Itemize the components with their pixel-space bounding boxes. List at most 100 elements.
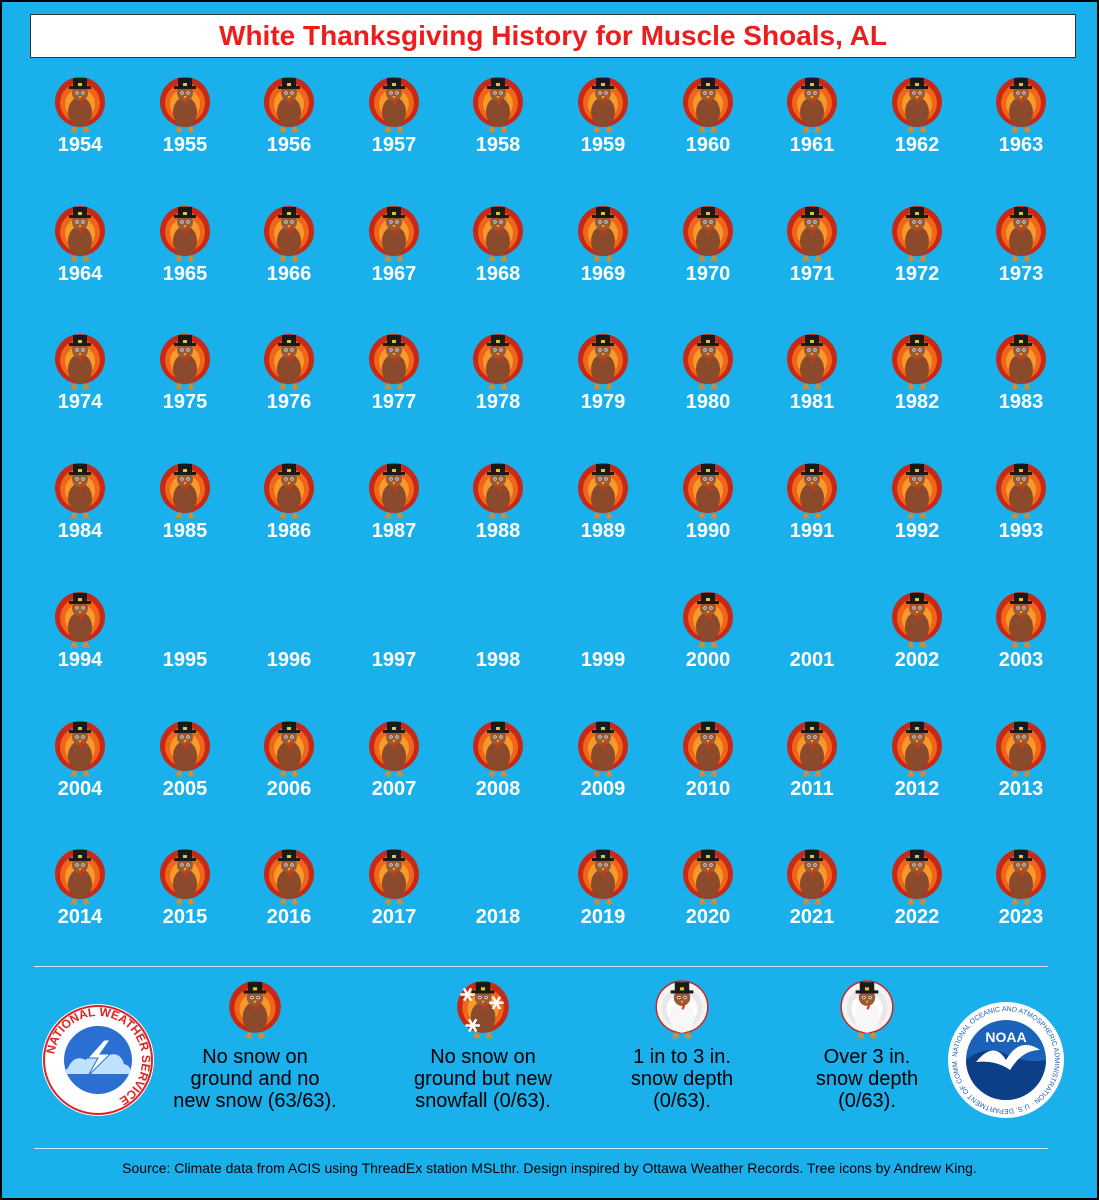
year-label: 1963	[998, 134, 1044, 156]
nws-logo: NATIONAL WEATHER SERVICE	[40, 1002, 156, 1123]
turkey-no-snow-icon	[158, 74, 212, 136]
turkey-no-snow-icon	[785, 460, 839, 522]
year-cell: 2018	[448, 846, 548, 966]
turkey-no-snow-icon	[785, 331, 839, 393]
year-cell: 1983	[971, 331, 1071, 451]
turkey-no-snow-icon	[471, 460, 525, 522]
year-label: 2023	[998, 906, 1044, 928]
turkey-no-snow-icon	[262, 74, 316, 136]
year-cell: 1972	[867, 203, 967, 323]
legend-text-line: snowfall (0/63).	[415, 1090, 551, 1112]
year-cell: 1962	[867, 74, 967, 194]
year-label: 2014	[57, 906, 103, 928]
turkey-light-snow-depth-icon	[654, 978, 710, 1042]
year-label: 2008	[475, 778, 521, 800]
year-cell: 1994	[30, 589, 130, 709]
year-cell: 2023	[971, 846, 1071, 966]
turkey-no-snow-icon	[994, 460, 1048, 522]
year-cell: 1957	[344, 74, 444, 194]
turkey-no-snow-icon	[785, 718, 839, 780]
turkey-no-snow-icon	[262, 331, 316, 393]
legend-text-line: ground and no	[190, 1068, 320, 1090]
year-label: 1998	[475, 649, 521, 671]
year-cell: 1989	[553, 460, 653, 580]
turkey-new-snowfall-icon	[455, 978, 511, 1042]
year-cell: 1976	[239, 331, 339, 451]
year-label: 2005	[162, 778, 208, 800]
turkey-no-snow-icon	[576, 460, 630, 522]
turkey-no-snow-icon	[471, 718, 525, 780]
year-cell: 1987	[344, 460, 444, 580]
turkey-no-snow-icon	[576, 203, 630, 265]
turkey-no-snow-icon	[681, 203, 735, 265]
turkey-no-snow-icon	[994, 718, 1048, 780]
year-label: 2017	[371, 906, 417, 928]
turkey-no-snow-icon	[994, 331, 1048, 393]
year-label: 1977	[371, 391, 417, 413]
year-cell: 1996	[239, 589, 339, 709]
year-cell: 1966	[239, 203, 339, 323]
turkey-no-snow-icon	[53, 74, 107, 136]
year-label: 1995	[162, 649, 208, 671]
year-cell: 2015	[135, 846, 235, 966]
turkey-no-snow-icon	[785, 846, 839, 908]
turkey-no-snow-icon	[890, 846, 944, 908]
year-label: 1969	[580, 263, 626, 285]
year-cell: 2014	[30, 846, 130, 966]
legend-item: No snow on ground but new snowfall (0/63).	[390, 978, 576, 1112]
turkey-no-snow-icon	[262, 718, 316, 780]
nws-logo-icon: NATIONAL WEATHER SERVICE	[42, 1004, 154, 1116]
turkey-no-snow-icon	[158, 460, 212, 522]
year-label: 2002	[894, 649, 940, 671]
year-label: 1989	[580, 520, 626, 542]
turkey-no-snow-icon	[158, 331, 212, 393]
legend-text: 1 in to 3 in. snow depth (0/63).	[600, 1046, 764, 1112]
legend-text: Over 3 in. snow depth (0/63).	[792, 1046, 942, 1112]
page-title: White Thanksgiving History for Muscle Sh…	[219, 20, 887, 51]
year-cell: 2005	[135, 718, 235, 838]
year-label: 1982	[894, 391, 940, 413]
legend-text-line: new snow (63/63).	[173, 1090, 337, 1112]
turkey-no-snow-icon	[367, 331, 421, 393]
turkey-no-snow-icon	[576, 718, 630, 780]
year-cell: 1959	[553, 74, 653, 194]
turkey-no-snow-icon	[367, 846, 421, 908]
year-cell: 2000	[658, 589, 758, 709]
year-cell: 2017	[344, 846, 444, 966]
year-label: 1954	[57, 134, 103, 156]
year-cell: 1963	[971, 74, 1071, 194]
year-cell: 1965	[135, 203, 235, 323]
year-cell: 2022	[867, 846, 967, 966]
year-label: 2011	[790, 778, 834, 800]
year-label: 2021	[789, 906, 835, 928]
year-cell: 1986	[239, 460, 339, 580]
year-cell: 1981	[762, 331, 862, 451]
year-cell: 2013	[971, 718, 1071, 838]
year-cell: 2019	[553, 846, 653, 966]
year-cell: 1967	[344, 203, 444, 323]
year-label: 1973	[998, 263, 1044, 285]
turkey-no-snow-icon	[53, 460, 107, 522]
year-label: 1964	[57, 263, 103, 285]
legend-text-line: ground but new	[414, 1068, 552, 1090]
year-label: 1988	[475, 520, 521, 542]
year-cell: 1992	[867, 460, 967, 580]
turkey-no-snow-icon	[53, 846, 107, 908]
turkey-deep-snow-depth-icon	[839, 978, 895, 1042]
year-cell: 1978	[448, 331, 548, 451]
year-label: 1994	[57, 649, 103, 671]
year-cell: 1974	[30, 331, 130, 451]
title-box: White Thanksgiving History for Muscle Sh…	[30, 14, 1076, 58]
year-label: 2015	[162, 906, 208, 928]
noaa-center-text: NOAA	[985, 1029, 1026, 1045]
year-label: 1976	[266, 391, 312, 413]
year-cell: 2001	[762, 589, 862, 709]
legend-text: No snow on ground and no new snow (63/63).	[160, 1046, 350, 1112]
year-cell: 1961	[762, 74, 862, 194]
year-cell: 1979	[553, 331, 653, 451]
year-cell: 2009	[553, 718, 653, 838]
source-credit: Source: Climate data from ACIS using Thr…	[122, 1160, 977, 1176]
year-cell: 2008	[448, 718, 548, 838]
year-label: 1956	[266, 134, 312, 156]
turkey-no-snow-icon	[53, 331, 107, 393]
